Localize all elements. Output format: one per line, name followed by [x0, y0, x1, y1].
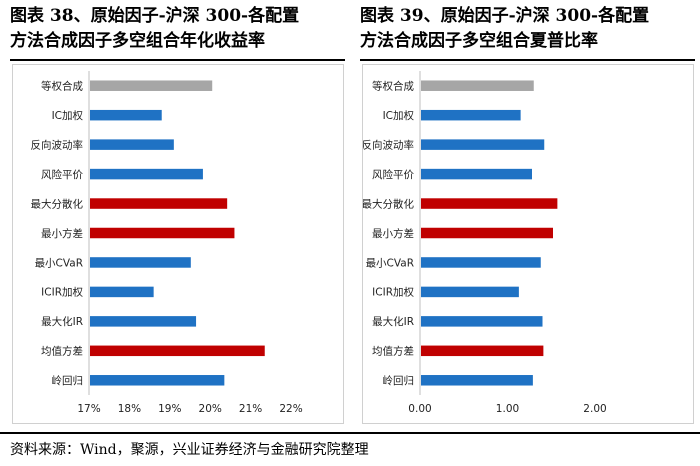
bar-1 [90, 80, 213, 91]
category-label: 风险平价 [372, 168, 414, 181]
x-tick-label: 19% [158, 403, 181, 415]
x-tick-label: 22% [279, 403, 302, 415]
bar-6 [90, 227, 235, 239]
chart-panel-sharpe: 图表 39、原始因子-沪深 300-各配置 方法合成因子多空组合夏普比率 等权合… [354, 0, 699, 430]
chart-panel-annual-return: 图表 38、原始因子-沪深 300-各配置 方法合成因子多空组合年化收益率 等权… [4, 0, 349, 430]
category-label: 等权合成 [372, 80, 414, 93]
category-label: IC加权 [52, 109, 84, 122]
bar-9 [421, 316, 543, 327]
figure-title-line1: 图表 38、原始因子-沪深 300-各配置 [10, 6, 300, 26]
category-label: 最小方差 [41, 227, 83, 240]
figure-title: 图表 38、原始因子-沪深 300-各配置 方法合成因子多空组合年化收益率 [10, 4, 345, 61]
x-tick-label: 2.00 [583, 403, 606, 415]
bar-7 [421, 257, 541, 268]
category-label: 岭回归 [383, 374, 415, 387]
bar-8 [421, 286, 519, 298]
source-rule [0, 432, 700, 434]
bar-1 [421, 80, 534, 91]
category-label: ICIR加权 [372, 286, 414, 299]
bar-3 [421, 139, 545, 150]
chart-area: 等权合成 IC加权反向波动率风险平价最大分散化最小方差最小CVaR ICIR加权 最大… [12, 64, 344, 424]
category-label: 等权合成 [41, 80, 83, 93]
bar-2 [90, 109, 162, 121]
x-tick-label: 20% [199, 403, 222, 415]
title-rule [10, 59, 345, 61]
category-label: ICIR加权 [41, 286, 83, 299]
category-label: 最大化IR [41, 315, 83, 328]
source-note: 资料来源：Wind，聚源，兴业证券经济与金融研究院整理 [10, 442, 369, 458]
bar-10 [421, 345, 544, 357]
category-label: 均值方差 [41, 345, 83, 358]
bar-11 [421, 375, 533, 386]
figure-title: 图表 39、原始因子-沪深 300-各配置 方法合成因子多空组合夏普比率 [360, 4, 695, 61]
category-label: 风险平价 [41, 168, 83, 181]
category-label: 最大分散化 [363, 197, 414, 210]
bar-2 [421, 109, 521, 121]
bar-6 [421, 227, 553, 239]
bar-8 [90, 286, 154, 298]
x-tick-label: 21% [239, 403, 262, 415]
bar-11 [90, 375, 225, 386]
category-label: 最大分散化 [31, 197, 84, 210]
bar-5 [421, 198, 558, 209]
category-label: 最小CVaR [35, 257, 83, 269]
figure-title-line2: 方法合成因子多空组合年化收益率 [10, 31, 265, 51]
chart-area: 等权合成 IC加权反向波动率风险平价最大分散化最小方差最小CVaR ICIR加权 最大… [362, 64, 694, 424]
figure-title-line1: 图表 39、原始因子-沪深 300-各配置 [360, 6, 650, 26]
title-rule [360, 59, 695, 61]
figure-title-line2: 方法合成因子多空组合夏普比率 [360, 31, 598, 51]
x-tick-label: 17% [77, 403, 100, 415]
x-tick-label: 1.00 [496, 403, 519, 415]
bar-7 [90, 257, 191, 268]
bar-10 [90, 345, 265, 357]
bar-5 [90, 198, 228, 209]
category-label: 反向波动率 [31, 138, 84, 151]
bar-4 [90, 168, 203, 180]
category-label: 最小方差 [372, 227, 414, 240]
category-label: 反向波动率 [363, 138, 414, 151]
x-tick-label: 18% [118, 403, 141, 415]
bar-9 [90, 316, 197, 327]
category-label: 最小CVaR [366, 257, 414, 269]
bar-3 [90, 139, 174, 150]
category-label: 岭回归 [52, 374, 84, 387]
category-label: 均值方差 [372, 345, 414, 358]
bar-4 [421, 168, 532, 180]
category-label: IC加权 [383, 109, 415, 122]
category-label: 最大化IR [372, 315, 414, 328]
x-tick-label: 0.00 [408, 403, 431, 415]
